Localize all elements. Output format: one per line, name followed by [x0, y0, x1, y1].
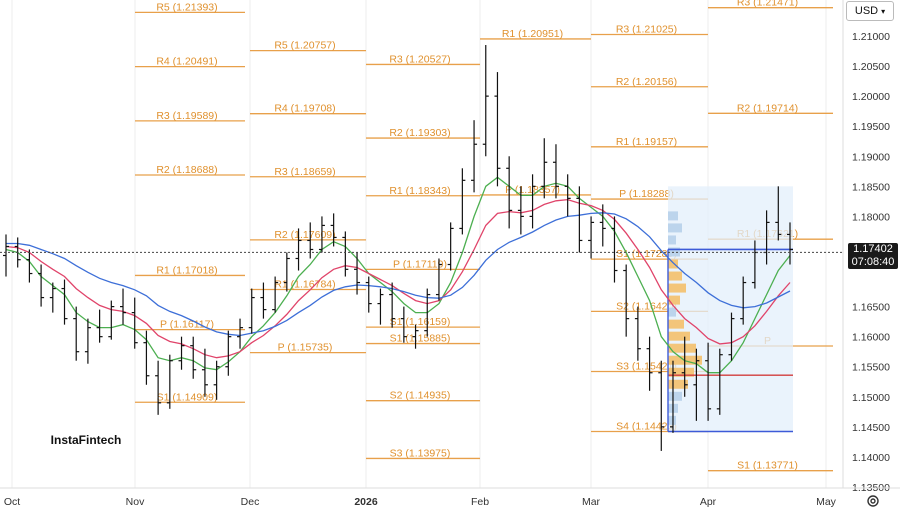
- price-tick-label: 1.19000: [852, 151, 890, 163]
- time-axis-label: Nov: [126, 496, 145, 508]
- volume-bar: [668, 415, 676, 425]
- volume-bar: [668, 211, 678, 221]
- pivot-label: R1 (1.17018): [156, 264, 217, 276]
- pivot-label: R2 (1.17609): [274, 229, 335, 241]
- pivot-label: S1 (1.14909): [157, 391, 218, 403]
- volume-bar: [668, 379, 688, 389]
- price-tick-label: 1.20500: [852, 61, 890, 73]
- volume-bar: [668, 343, 696, 353]
- price-tick-label: 1.20000: [852, 91, 890, 103]
- volume-bar: [668, 271, 682, 281]
- profile-box: [668, 186, 793, 432]
- logo-text: InstaFintech: [50, 433, 122, 447]
- volume-bar: [668, 307, 676, 317]
- volume-bar: [668, 331, 690, 341]
- volume-bar: [668, 367, 694, 377]
- price-tick-label: 1.21000: [852, 31, 890, 43]
- pivot-label: R3 (1.21025): [616, 23, 677, 35]
- time-axis-label: Oct: [4, 496, 20, 508]
- pivot-label: S1 (1.16159): [390, 316, 451, 328]
- pivot-label: R3 (1.18659): [274, 166, 335, 178]
- price-tick-label: 1.14500: [852, 422, 890, 434]
- settings-icon[interactable]: [866, 494, 880, 508]
- pivot-label: R1 (1.18343): [389, 185, 450, 197]
- price-tick-label: 1.14000: [852, 452, 890, 464]
- moving-average-line: [5, 176, 791, 374]
- pivot-label: R4 (1.19708): [274, 103, 335, 115]
- pivot-label: R5 (1.21393): [156, 1, 217, 13]
- pivot-label: S1 (1.13771): [737, 460, 798, 472]
- volume-bar: [668, 259, 678, 269]
- price-tick-label: 1.18000: [852, 211, 890, 223]
- pivot-label: S3 (1.13975): [390, 447, 451, 459]
- price-tick-label: 1.18500: [852, 181, 890, 193]
- volume-bar: [668, 295, 680, 305]
- volume-bar: [668, 235, 676, 245]
- price-tick-label: 1.16000: [852, 332, 890, 344]
- pivot-label: R1 (1.19157): [616, 136, 677, 148]
- pivot-label: S2 (1.16420): [616, 300, 677, 312]
- pivot-label: R2 (1.19303): [389, 127, 450, 139]
- pivot-label: R5 (1.20757): [274, 40, 335, 52]
- pivot-label: R2 (1.20156): [616, 76, 677, 88]
- price-tick-label: 1.15000: [852, 392, 890, 404]
- volume-bar: [668, 391, 682, 401]
- time-axis-label: Apr: [700, 496, 717, 508]
- pivot-label: R3 (1.20527): [389, 53, 450, 65]
- pivot-label: R4 (1.20491): [156, 56, 217, 68]
- price-tick-label: 1.16500: [852, 302, 890, 314]
- pivot-label: R3 (1.19589): [156, 110, 217, 122]
- pivot-label: R2 (1.18688): [156, 164, 217, 176]
- pivot-label: R1 (1.20951): [502, 28, 563, 40]
- pivot-label: P (1.17119): [393, 258, 447, 270]
- pivot-label: S2 (1.14935): [390, 390, 451, 402]
- time-axis-label: Mar: [582, 496, 601, 508]
- bar-countdown: 07:08:40: [851, 256, 895, 268]
- currency-label: USD: [854, 5, 879, 17]
- instafintech-logo: InstaFintech: [48, 429, 124, 451]
- pivot-label: R1 (1.16784): [274, 279, 335, 291]
- time-axis-label: May: [816, 496, 837, 508]
- time-axis-label: 2026: [354, 496, 378, 508]
- price-tick-label: 1.15500: [852, 362, 890, 374]
- pivot-label: P (1.16117): [160, 319, 214, 331]
- pivot-label: P (1.15735): [278, 342, 333, 354]
- pivot-label: R2 (1.19714): [737, 102, 798, 114]
- pivot-label: R3 (1.21471): [737, 0, 798, 9]
- current-price: 1.17402: [853, 243, 893, 255]
- chevron-down-icon: ▾: [881, 6, 886, 16]
- moving-average-line: [6, 212, 791, 337]
- volume-bar: [668, 223, 682, 233]
- pivot-label: S1 (1.15885): [390, 333, 451, 345]
- volume-bar: [668, 319, 684, 329]
- currency-selector[interactable]: USD ▾: [846, 1, 894, 21]
- time-axis-label: Feb: [471, 496, 489, 508]
- volume-bar: [668, 283, 686, 293]
- price-tick-label: 1.19500: [852, 121, 890, 133]
- current-price-badge: 1.17402 07:08:40: [848, 243, 898, 269]
- time-axis-label: Dec: [241, 496, 260, 508]
- pivot-label: P (1.18288): [619, 188, 674, 200]
